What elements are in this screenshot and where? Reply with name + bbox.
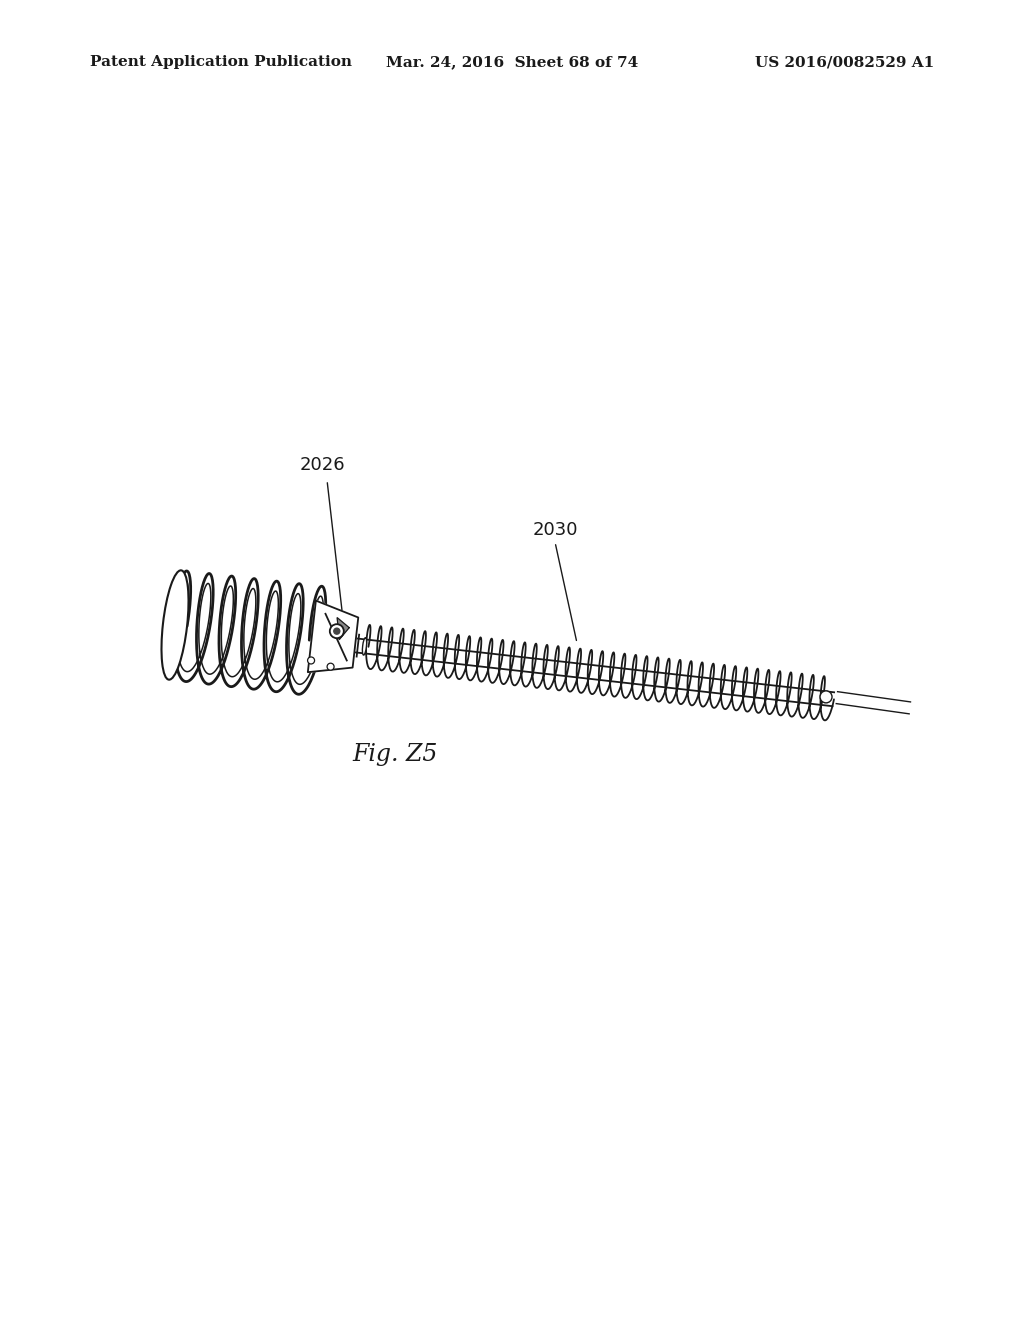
- Text: Patent Application Publication: Patent Application Publication: [90, 55, 352, 69]
- Circle shape: [330, 624, 344, 638]
- Circle shape: [334, 628, 340, 634]
- Text: Mar. 24, 2016  Sheet 68 of 74: Mar. 24, 2016 Sheet 68 of 74: [386, 55, 638, 69]
- Circle shape: [820, 690, 833, 702]
- Polygon shape: [308, 601, 358, 672]
- Polygon shape: [337, 618, 349, 640]
- Ellipse shape: [362, 638, 367, 655]
- Text: US 2016/0082529 A1: US 2016/0082529 A1: [755, 55, 934, 69]
- Ellipse shape: [162, 570, 188, 680]
- Circle shape: [307, 657, 314, 664]
- Circle shape: [327, 663, 334, 671]
- Text: 2026: 2026: [299, 455, 345, 474]
- Text: Fig. Z5: Fig. Z5: [352, 743, 437, 767]
- Text: 2030: 2030: [532, 521, 578, 539]
